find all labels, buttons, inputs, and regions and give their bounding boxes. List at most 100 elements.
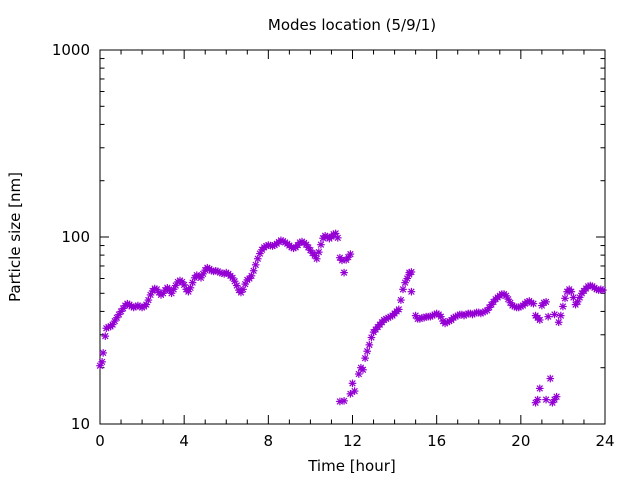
- data-points: [96, 229, 607, 407]
- data-point: [557, 311, 565, 320]
- plot-frame: [99, 49, 606, 425]
- marker-stroke: [406, 269, 413, 276]
- data-point: [348, 379, 357, 388]
- data-point: [346, 250, 355, 258]
- data-point: [544, 312, 552, 321]
- data-point: [533, 395, 542, 404]
- data-point: [399, 285, 407, 294]
- marker-stroke: [361, 354, 369, 362]
- data-point: [312, 254, 321, 263]
- marker-stroke: [166, 286, 173, 294]
- marker-stroke: [349, 380, 356, 387]
- data-point: [542, 395, 550, 404]
- marker-stroke: [534, 396, 541, 403]
- data-point: [251, 261, 260, 269]
- marker-stroke: [347, 250, 354, 258]
- data-point: [340, 397, 348, 405]
- marker-stroke: [317, 241, 325, 248]
- data-point: [394, 305, 403, 314]
- marker-stroke: [363, 347, 371, 355]
- data-point: [529, 299, 538, 308]
- y-tick-label: 10: [71, 415, 90, 433]
- marker-stroke: [412, 312, 419, 319]
- data-point: [363, 347, 372, 356]
- data-point: [333, 234, 342, 242]
- marker-stroke: [334, 234, 342, 242]
- marker-stroke: [408, 288, 415, 295]
- marker-stroke: [395, 306, 403, 313]
- y-tick-label: 1000: [52, 41, 90, 59]
- marker-stroke: [229, 274, 236, 282]
- y-axis-title: Particle size [nm]: [6, 172, 24, 302]
- marker-stroke: [347, 390, 354, 398]
- marker-stroke: [98, 358, 106, 366]
- data-point: [559, 302, 567, 311]
- data-point: [340, 268, 348, 277]
- x-tick-label: 12: [343, 432, 362, 450]
- marker-stroke: [340, 269, 348, 276]
- data-point: [535, 316, 544, 324]
- marker-stroke: [551, 311, 558, 318]
- marker-stroke: [233, 282, 241, 289]
- marker-stroke: [559, 303, 567, 310]
- x-tick-label: 20: [511, 432, 530, 450]
- marker-stroke: [397, 296, 405, 304]
- data-point: [367, 333, 376, 342]
- marker-stroke: [542, 298, 550, 306]
- chart-title: Modes location (5/9/1): [268, 16, 436, 34]
- data-point: [317, 240, 325, 249]
- marker-stroke: [340, 397, 348, 405]
- marker-stroke: [570, 294, 577, 301]
- marker-stroke: [99, 349, 107, 357]
- marker-stroke: [153, 286, 161, 293]
- marker-stroke: [313, 255, 320, 263]
- x-tick-label: 8: [264, 432, 274, 450]
- marker-stroke: [547, 375, 554, 382]
- marker-stroke: [102, 332, 109, 340]
- data-point: [405, 268, 414, 277]
- x-tick-label: 24: [595, 432, 614, 450]
- data-point: [554, 318, 563, 327]
- y-tick-label: 100: [61, 228, 90, 246]
- data-point: [361, 354, 369, 362]
- data-point: [397, 296, 405, 304]
- axes: 0 4 8 12 16 20 24 10 100 1000: [52, 41, 615, 450]
- marker-stroke: [599, 286, 607, 294]
- data-point: [249, 266, 258, 275]
- marker-stroke: [504, 295, 512, 303]
- marker-stroke: [530, 300, 537, 307]
- marker-stroke: [338, 257, 346, 264]
- marker-stroke: [399, 286, 407, 293]
- x-axis-title: Time [hour]: [307, 457, 396, 475]
- data-point: [359, 365, 367, 374]
- data-point: [561, 294, 569, 303]
- marker-stroke: [351, 387, 358, 395]
- marker-stroke: [180, 281, 188, 289]
- data-point: [99, 349, 107, 357]
- marker-stroke: [568, 288, 575, 295]
- marker-stroke: [315, 248, 323, 256]
- marker-stroke: [561, 295, 569, 302]
- marker-stroke: [536, 316, 544, 324]
- marker-stroke: [332, 230, 339, 237]
- data-point: [350, 387, 359, 395]
- marker-stroke: [250, 267, 257, 274]
- marker-stroke: [555, 319, 562, 326]
- marker-stroke: [544, 313, 552, 320]
- data-point: [599, 286, 607, 294]
- marker-stroke: [368, 334, 375, 341]
- data-point: [315, 248, 323, 256]
- marker-stroke: [359, 366, 367, 374]
- marker-stroke: [536, 385, 544, 392]
- data-point: [365, 341, 374, 349]
- x-tick-label: 16: [427, 432, 446, 450]
- data-point: [542, 298, 550, 306]
- marker-stroke: [502, 292, 510, 300]
- data-point: [550, 310, 559, 319]
- x-tick-label: 0: [95, 432, 105, 450]
- marker-stroke: [553, 393, 560, 400]
- marker-stroke: [231, 277, 238, 285]
- data-point: [546, 374, 555, 383]
